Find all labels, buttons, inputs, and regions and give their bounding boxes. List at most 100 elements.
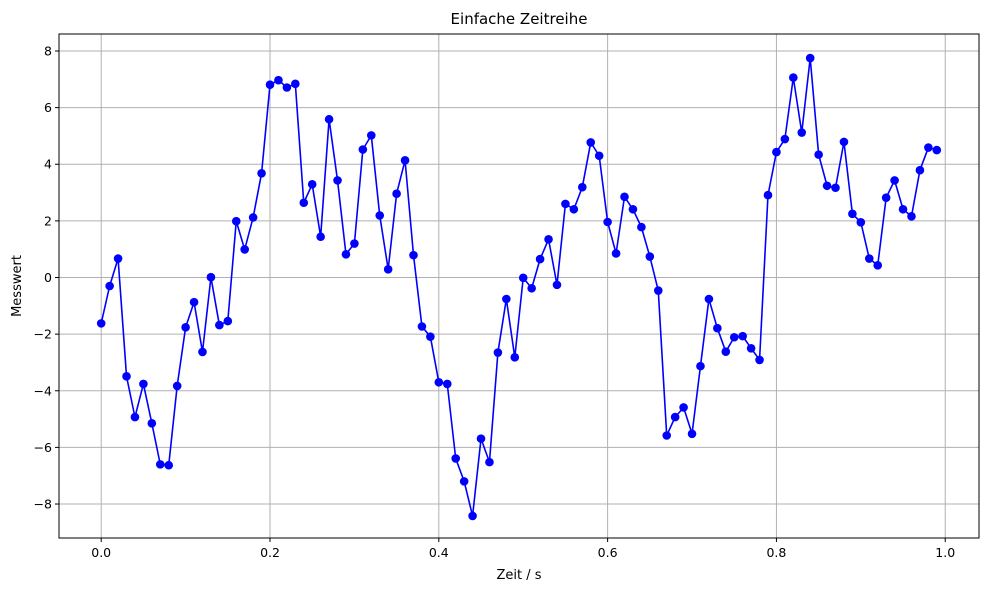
- data-point: [383, 264, 393, 274]
- data-point: [341, 249, 351, 259]
- data-point: [729, 332, 739, 342]
- data-point: [932, 145, 942, 155]
- data-point: [586, 138, 596, 147]
- data-point: [603, 217, 612, 227]
- data-point: [814, 150, 823, 159]
- y-tick-label: 0: [44, 270, 52, 285]
- data-point: [223, 316, 233, 326]
- data-point: [333, 176, 342, 185]
- y-tick-label: −2: [34, 327, 52, 342]
- data-point: [459, 477, 469, 486]
- data-point: [265, 80, 275, 89]
- data-point: [324, 114, 334, 124]
- data-point: [687, 429, 697, 439]
- y-tick-label: 6: [44, 100, 52, 115]
- data-point: [569, 204, 579, 214]
- data-point: [594, 151, 604, 161]
- data-point: [915, 165, 925, 175]
- data-point: [147, 419, 157, 428]
- x-tick-label: 0.6: [598, 545, 618, 560]
- data-point: [426, 332, 435, 341]
- data-point: [535, 254, 545, 264]
- data-point: [164, 460, 174, 470]
- data-point: [476, 434, 486, 443]
- data-point: [907, 212, 916, 221]
- data-point: [713, 323, 722, 333]
- data-point: [890, 176, 899, 185]
- data-point: [122, 372, 131, 381]
- data-point: [805, 53, 815, 63]
- data-point: [578, 182, 587, 192]
- data-point: [839, 137, 849, 147]
- data-point: [527, 283, 536, 293]
- data-point: [881, 193, 891, 202]
- data-point: [198, 347, 207, 357]
- data-point: [864, 254, 874, 263]
- data-point: [924, 143, 933, 152]
- data-point: [755, 355, 764, 365]
- y-tick-label: 4: [44, 157, 52, 172]
- data-point: [257, 169, 266, 178]
- data-point: [738, 331, 747, 341]
- data-point: [797, 128, 807, 137]
- data-point: [561, 199, 570, 209]
- data-point: [502, 294, 511, 304]
- data-point: [873, 261, 883, 270]
- x-tick-label: 0.2: [260, 545, 280, 560]
- data-point: [611, 249, 621, 258]
- series-layer: [96, 53, 942, 521]
- data-point: [442, 379, 452, 389]
- data-point: [139, 379, 148, 389]
- data-point: [780, 134, 790, 144]
- data-point: [704, 294, 714, 304]
- data-point: [510, 353, 520, 362]
- data-point: [662, 431, 672, 440]
- data-point: [240, 245, 249, 254]
- data-point: [721, 347, 731, 356]
- data-point: [898, 204, 908, 214]
- data-point: [400, 155, 410, 165]
- series-line: [100, 57, 938, 517]
- data-point: [493, 348, 503, 357]
- chart-title: Einfache Zeitreihe: [451, 10, 588, 28]
- x-axis-label: Zeit / s: [496, 568, 541, 583]
- data-point: [231, 216, 241, 226]
- data-point: [417, 322, 427, 331]
- data-point: [130, 412, 140, 422]
- data-point: [307, 180, 317, 189]
- data-point: [282, 83, 292, 92]
- data-point: [653, 286, 663, 295]
- x-tick-label: 0.0: [91, 545, 111, 560]
- y-axis-label: Messwert: [10, 255, 25, 317]
- data-point: [181, 323, 190, 332]
- data-point: [451, 454, 461, 463]
- data-point: [155, 460, 165, 469]
- data-point: [291, 79, 300, 89]
- x-tick-label: 0.8: [766, 545, 786, 560]
- data-point: [299, 198, 309, 208]
- x-tick-label: 0.4: [429, 545, 449, 560]
- data-point: [206, 272, 216, 282]
- data-point: [789, 73, 798, 82]
- data-point: [746, 343, 756, 353]
- data-point: [679, 403, 688, 412]
- data-point: [189, 297, 199, 307]
- data-point: [316, 232, 325, 242]
- y-tick-label: −6: [34, 440, 52, 455]
- data-point: [822, 181, 832, 191]
- data-point: [358, 145, 368, 154]
- y-tick-label: −4: [34, 383, 52, 398]
- y-tick-label: 2: [44, 213, 52, 228]
- data-point: [637, 222, 646, 232]
- data-point: [468, 511, 477, 521]
- data-point: [434, 377, 444, 387]
- data-point: [96, 319, 106, 328]
- y-axis-ticks: −8 −6 −4 −2 0 2 4 6 8: [34, 43, 59, 512]
- data-point: [409, 250, 418, 260]
- data-point: [518, 273, 528, 283]
- data-point: [366, 131, 376, 140]
- data-point: [628, 204, 638, 214]
- plot-frame: [58, 33, 980, 539]
- data-point: [848, 209, 857, 219]
